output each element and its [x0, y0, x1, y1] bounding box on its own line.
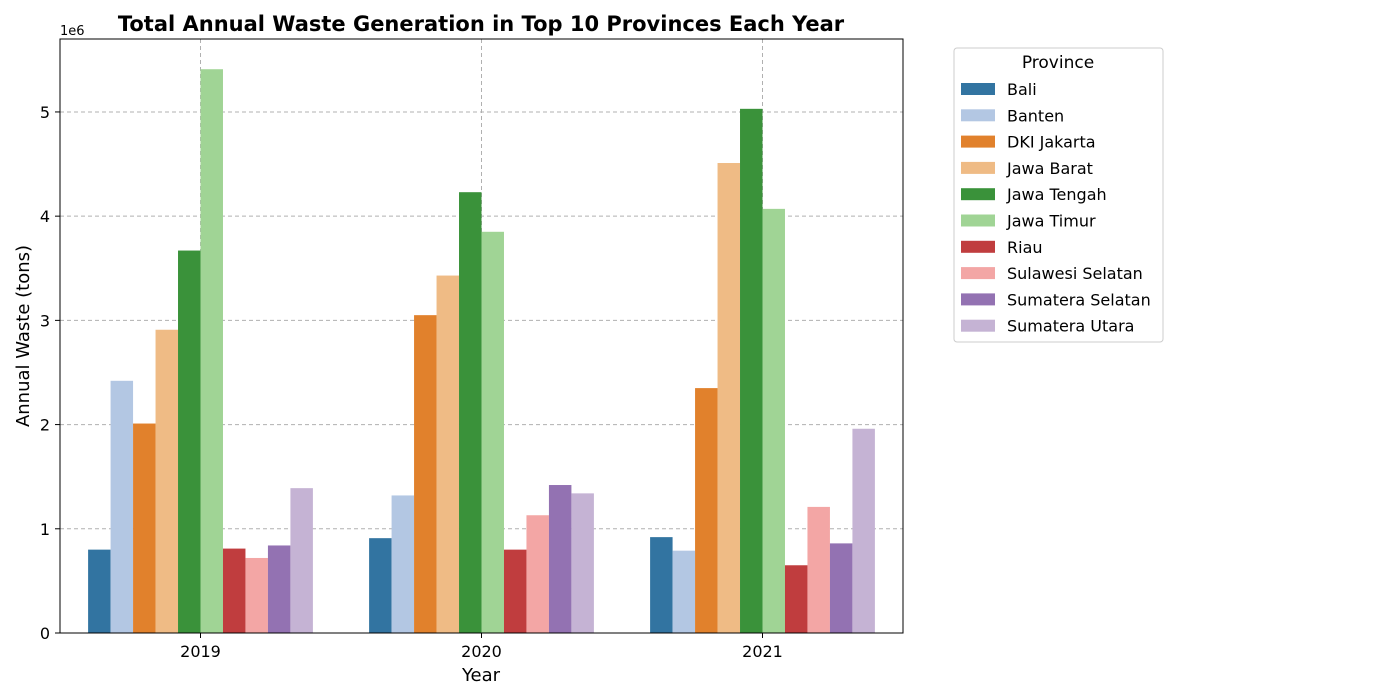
legend-swatch [961, 214, 995, 227]
legend: Province Bali Banten DKI Jakarta Jawa Barat… [953, 47, 1164, 343]
x-axis-label: Year [461, 665, 501, 686]
bar [110, 380, 134, 633]
legend-swatch [961, 83, 995, 95]
legend-label: Bali [1007, 80, 1037, 99]
bar [436, 275, 460, 633]
y-axis: 0 1 2 3 4 5 [40, 103, 60, 643]
bar [290, 488, 313, 633]
bar [784, 565, 808, 633]
bar [829, 543, 853, 633]
bar [503, 549, 527, 633]
bar [672, 550, 696, 633]
legend-label: Jawa Barat [1006, 159, 1093, 178]
legend-title: Province [1022, 53, 1094, 73]
bar [155, 329, 179, 633]
legend-label: Sumatera Selatan [1007, 290, 1151, 309]
legend-swatch [961, 240, 995, 253]
bar [548, 485, 572, 633]
bar [133, 423, 156, 633]
bar [222, 548, 246, 633]
bar [762, 208, 785, 633]
y-tick-label: 2 [40, 416, 50, 435]
bar [391, 495, 415, 633]
legend-swatch [961, 319, 995, 332]
bar [200, 69, 223, 633]
legend-label: Jawa Tengah [1006, 185, 1107, 204]
bar [852, 428, 875, 633]
legend-swatch [961, 135, 995, 148]
legend-label: Sumatera Utara [1007, 317, 1134, 336]
legend-label: DKI Jakarta [1007, 133, 1096, 152]
bar [369, 538, 392, 633]
x-axis: 2019 2020 2021 [180, 633, 783, 661]
bar [695, 388, 718, 633]
x-tick-label: 2020 [461, 642, 502, 661]
y-axis-label: Annual Waste (tons) [13, 245, 34, 427]
legend-frame [953, 47, 1164, 343]
legend-swatch [961, 188, 995, 201]
bar [245, 557, 268, 633]
bar [88, 549, 111, 633]
legend-swatch [961, 267, 995, 280]
legend-label: Jawa Timur [1006, 212, 1096, 231]
bar [481, 231, 504, 633]
legend-label: Banten [1007, 106, 1064, 125]
y-offset-label: 1e6 [60, 24, 85, 39]
bar [717, 163, 741, 633]
x-tick-label: 2019 [180, 642, 221, 661]
y-tick-label: 5 [40, 103, 50, 122]
bar [459, 192, 482, 634]
bar [740, 108, 763, 634]
legend-swatch [961, 161, 995, 174]
bar [571, 493, 594, 633]
x-tick-label: 2021 [742, 642, 783, 661]
bar [650, 537, 673, 633]
y-tick-label: 1 [40, 520, 50, 539]
bar [526, 515, 549, 633]
bar [178, 250, 201, 633]
chart-title: Total Annual Waste Generation in Top 10 … [118, 12, 845, 36]
legend-label: Sulawesi Selatan [1007, 264, 1143, 283]
y-tick-label: 3 [40, 311, 50, 330]
legend-swatch [961, 293, 995, 306]
bars [88, 69, 875, 634]
bar [807, 506, 830, 633]
y-tick-label: 0 [40, 624, 50, 643]
bar [267, 545, 291, 633]
bar [414, 315, 437, 633]
legend-label: Riau [1007, 238, 1043, 257]
legend-swatch [961, 109, 995, 122]
y-tick-label: 4 [40, 207, 50, 226]
